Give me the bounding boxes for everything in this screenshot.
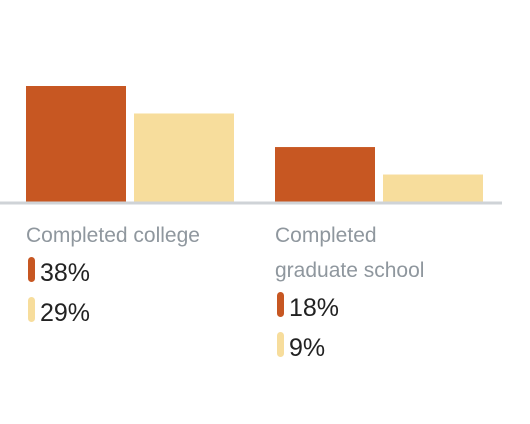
- category-label-2-line-1: Completed: [275, 224, 377, 247]
- bar-group2-series1: [275, 147, 375, 202]
- value-label-group1-series2: 29%: [40, 299, 90, 327]
- category-label-2-line-2: graduate school: [275, 259, 424, 282]
- value-label-group1-series1: 38%: [40, 259, 90, 287]
- value-swatch-group1-series2: [28, 297, 35, 322]
- bar-group1-series1: [26, 86, 126, 202]
- bar-group2-series2: [383, 174, 483, 202]
- value-swatch-group1-series1: [28, 257, 35, 282]
- bars-layer: [26, 86, 483, 202]
- category-label-1-line-1: Completed college: [26, 224, 200, 247]
- labels-layer: Completed college 38% 29% Completed graduate…: [26, 224, 424, 362]
- value-swatch-group2-series1: [277, 292, 284, 317]
- value-label-group2-series2: 9%: [289, 334, 325, 362]
- value-swatch-group2-series2: [277, 332, 284, 357]
- bar-group1-series2: [134, 113, 234, 202]
- value-label-group2-series1: 18%: [289, 294, 339, 322]
